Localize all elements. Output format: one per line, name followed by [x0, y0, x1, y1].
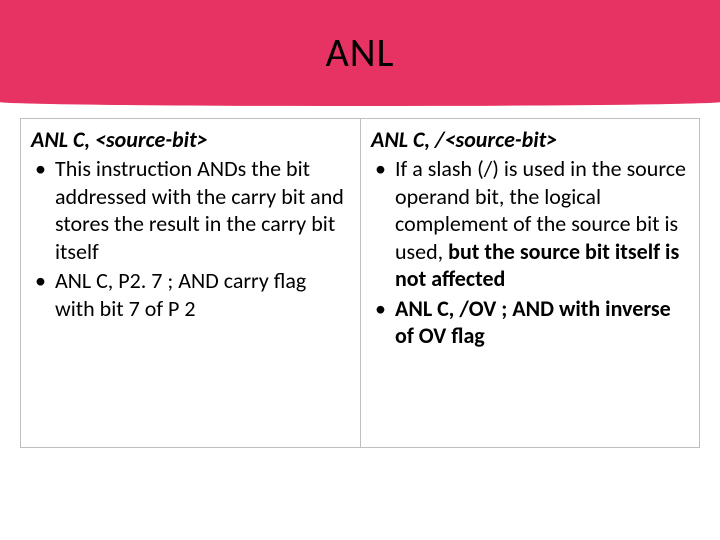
list-item: If a slash (/) is used in the source ope…: [371, 155, 689, 293]
header-underline: [0, 102, 720, 106]
bullet-text: ANL C, /OV ; AND with inverse of OV flag: [395, 295, 671, 350]
list-item: ANL C, /OV ; AND with inverse of OV flag: [371, 295, 689, 350]
right-column: ANL C, /<source-bit> If a slash (/) is u…: [360, 118, 700, 448]
page-title: ANL: [0, 28, 720, 77]
right-bullet-list: If a slash (/) is used in the source ope…: [371, 155, 689, 350]
bullet-text: ANL C, P2. 7 ; AND carry flag with bit 7…: [55, 267, 306, 322]
list-item: This instruction ANDs the bit addressed …: [31, 155, 350, 265]
list-item: ANL C, P2. 7 ; AND carry flag with bit 7…: [31, 267, 350, 322]
slide: ANL ANL C, <source-bit> This instruction…: [0, 0, 720, 540]
right-column-header: ANL C, /<source-bit>: [371, 127, 689, 153]
bullet-text: This instruction ANDs the bit addressed …: [55, 155, 344, 265]
left-bullet-list: This instruction ANDs the bit addressed …: [31, 155, 350, 322]
left-column: ANL C, <source-bit> This instruction AND…: [20, 118, 360, 448]
left-column-header: ANL C, <source-bit>: [31, 127, 350, 153]
content-area: ANL C, <source-bit> This instruction AND…: [20, 118, 700, 448]
